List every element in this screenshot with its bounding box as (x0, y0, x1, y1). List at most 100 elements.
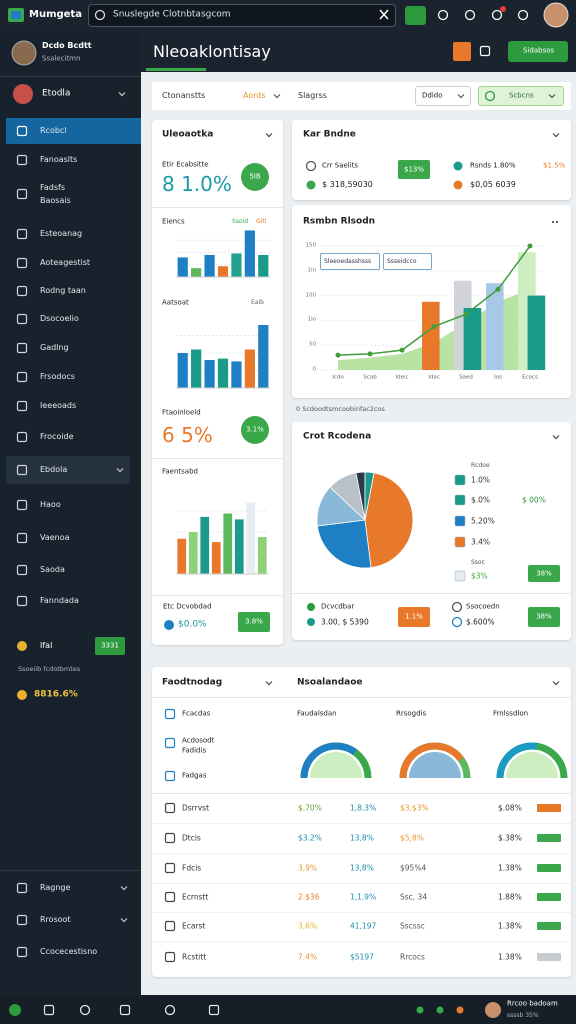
filter-tab[interactable]: Aonts (243, 91, 266, 100)
row-badge (537, 953, 561, 961)
bottom-user-name: Rrcoo badoam (507, 999, 558, 1008)
kpi-value: 6 5% (162, 423, 213, 447)
legend-label: 1.0% (471, 475, 491, 485)
nav-item[interactable]: Rcobcl (40, 126, 67, 135)
primary-button[interactable] (508, 41, 568, 62)
nav-item[interactable]: Saoda (40, 565, 65, 574)
search-placeholder: Snuslegde Clotnbtasgcom (113, 9, 231, 20)
filter-select[interactable] (415, 86, 471, 106)
row-divider (152, 941, 571, 942)
divider (152, 697, 571, 698)
x-tick-label: Ios (494, 374, 502, 381)
primary-button-text[interactable]: Sidabsos (523, 46, 555, 55)
divider (0, 870, 141, 871)
card-title: Uleoaotka (162, 129, 214, 140)
nav-item[interactable]: Frocoide (40, 432, 74, 441)
nav-item[interactable]: Fadsfs (40, 183, 65, 192)
filter-tab[interactable]: Slagrss (298, 91, 327, 100)
badge (238, 612, 270, 632)
row-badge (537, 804, 561, 812)
gauge-label: Frnlssdlon (493, 709, 529, 718)
summary-value: $ 318,59030 (322, 180, 373, 189)
divider (152, 793, 571, 794)
notify-button[interactable] (405, 6, 426, 25)
row-badge (537, 893, 561, 901)
workspace: Etodla (42, 88, 71, 99)
legend-item: Ssoid (232, 218, 249, 225)
table-cell: 1.38% (498, 863, 522, 873)
nav-item[interactable]: Rodng taan (40, 286, 86, 295)
nav-active (6, 118, 141, 144)
footer-label: Etc Dcvobdad (163, 602, 212, 611)
nav-item[interactable]: Dsocoelio (40, 314, 79, 323)
table-cell: Dsrrvst (182, 803, 210, 813)
nav-item[interactable]: Rrosoot (40, 915, 71, 924)
x-tick-label: Scab (363, 374, 377, 381)
table-cell: $3.2% (298, 833, 322, 843)
table-cell: Fdcis (182, 863, 202, 873)
nav-item[interactable]: Ieeeoads (40, 401, 77, 410)
nav-item[interactable]: Aoteagestist (40, 258, 91, 267)
divider (152, 458, 283, 459)
nav-item[interactable]: Ccocecestisno (40, 947, 98, 956)
action-button[interactable] (453, 42, 471, 61)
card-title: Crot Rcodena (303, 431, 372, 442)
user-name: Dcdo Bcdtt (42, 41, 92, 50)
tooltip-text: Ssseidcco (387, 257, 417, 265)
legend-label: $3% (471, 571, 488, 581)
footer-value: 3.00, $ 5390 (321, 617, 369, 627)
nav-item[interactable]: Frsodocs (40, 372, 75, 381)
row-divider (152, 912, 571, 913)
badge-text: 5IB (249, 172, 261, 181)
table-cell: 1,8.3% (350, 803, 377, 813)
chart-title: Faentsabd (162, 467, 198, 476)
card-title: Kar Bndne (303, 129, 356, 140)
nav-item[interactable]: Fanndada (40, 596, 79, 605)
page-header (141, 32, 576, 72)
kpi-value: 8 1.0% (162, 172, 232, 196)
filter-tab[interactable]: Ctonanstts (162, 91, 206, 100)
promo-caption: Ssoeiib fcdotbmtes (18, 664, 81, 673)
x-tick-label: Ideic (395, 374, 409, 381)
badge-text: 3.8% (245, 617, 263, 626)
table-cell: $.70% (298, 803, 322, 813)
bottom-bar (0, 995, 576, 1024)
badge-text: 3331 (101, 641, 119, 650)
trend-card (292, 205, 571, 398)
user-role: Ssalecitmn (42, 54, 81, 63)
badge-text: 38% (536, 569, 552, 577)
legend-label: 5.20% (471, 516, 495, 526)
search-box[interactable] (88, 4, 396, 27)
y-tick-label: 150 (305, 242, 317, 249)
table-cell: 1.38% (498, 952, 522, 962)
nav-item[interactable]: Esteoanag (40, 229, 83, 238)
promo-label: Ifal (40, 641, 53, 650)
nav-item[interactable]: Ragnge (40, 883, 71, 892)
nav-item[interactable]: Fanoaslts (40, 155, 78, 164)
badge (528, 565, 560, 582)
row-divider (152, 883, 571, 884)
bottom-user-status: ssssb 35% (507, 1012, 539, 1019)
summary-card (292, 120, 571, 200)
filter-select-text: Ddido (422, 91, 443, 100)
badge (398, 607, 430, 627)
nav-item[interactable]: Vaenoa (40, 533, 70, 542)
app-name: Mumgeta (29, 9, 82, 20)
table-cell: 7.4% (298, 952, 318, 962)
table-cell: $95%4 (400, 863, 427, 873)
y-tick-label: 100 (305, 291, 317, 298)
nav-item[interactable]: Haoo (40, 500, 61, 509)
kpi-label: Etir Ecabsitte (162, 160, 209, 169)
list-item: Acdosodt (182, 736, 215, 745)
badge-text: 38% (536, 612, 552, 621)
row-divider (152, 823, 571, 824)
nav-item[interactable]: Gadlng (40, 343, 69, 352)
row-badge (537, 834, 561, 842)
table-cell: 1.38% (498, 921, 522, 931)
filter-search[interactable] (478, 86, 564, 106)
nav-item[interactable]: Ebdola (40, 465, 68, 474)
table-cell: 13,8% (350, 833, 374, 843)
badge (241, 163, 269, 191)
badge-text: 1.1% (405, 612, 423, 621)
